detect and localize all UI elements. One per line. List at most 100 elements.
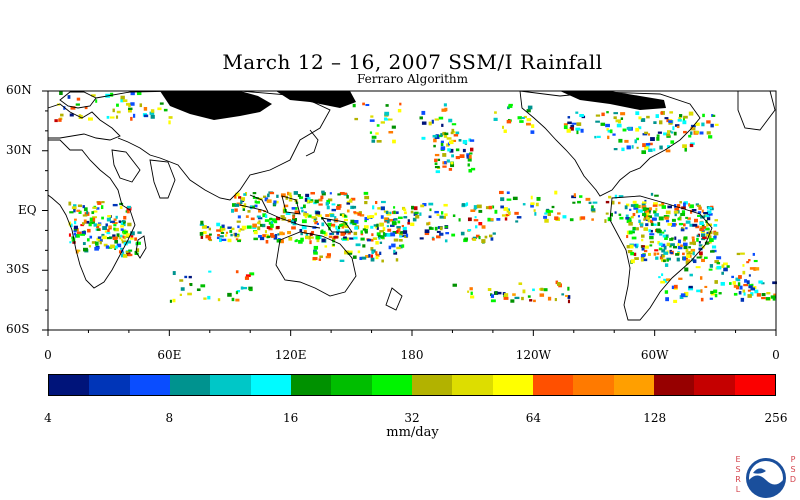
- rain-cell: [201, 225, 207, 229]
- rain-cell: [526, 109, 531, 113]
- rain-cell: [690, 209, 693, 214]
- rain-cell: [467, 290, 470, 293]
- rain-cell: [605, 123, 610, 128]
- rain-cell: [646, 115, 650, 119]
- rain-cell: [699, 276, 703, 280]
- rain-cell: [666, 259, 669, 262]
- rain-cell: [407, 222, 410, 225]
- rain-cell: [683, 223, 686, 227]
- rain-cell: [680, 293, 686, 298]
- rain-cell: [113, 227, 116, 231]
- rain-cell: [325, 255, 331, 259]
- rain-cell: [326, 199, 331, 204]
- rain-cell: [370, 238, 374, 242]
- rain-cell: [397, 216, 403, 220]
- rain-cell: [706, 217, 711, 221]
- rain-cell: [443, 134, 448, 138]
- rain-cell: [650, 137, 655, 142]
- rain-cell: [310, 236, 314, 239]
- rain-cell: [448, 168, 453, 171]
- rain-cell: [242, 208, 246, 211]
- rain-cell: [646, 216, 650, 220]
- rain-cell: [240, 197, 246, 202]
- rain-cell: [704, 285, 708, 288]
- rain-cell: [371, 139, 376, 143]
- rain-cell: [318, 203, 323, 206]
- coastline-japan: [305, 129, 319, 157]
- colorbar-tick-label: 4: [44, 411, 52, 425]
- rain-cell: [364, 228, 368, 233]
- rain-cell: [384, 111, 390, 116]
- rain-cell: [681, 210, 686, 215]
- rain-cell: [143, 106, 148, 111]
- rain-cell: [665, 219, 670, 223]
- rain-cell: [235, 238, 239, 241]
- rain-cell: [128, 249, 133, 252]
- rain-cell: [257, 226, 261, 231]
- rain-cell: [352, 222, 357, 226]
- rain-cell: [661, 273, 664, 277]
- rain-cell: [632, 231, 635, 234]
- rain-cell: [411, 205, 415, 210]
- rain-cell: [733, 292, 738, 296]
- rain-cell: [362, 244, 366, 248]
- rain-cell: [626, 245, 631, 249]
- rain-cell: [653, 121, 657, 125]
- rain-cell: [123, 223, 126, 227]
- rain-cell: [503, 293, 509, 297]
- rain-cell: [487, 217, 491, 222]
- rain-cell: [468, 169, 473, 173]
- rain-cell: [706, 210, 712, 214]
- rain-cell: [266, 226, 271, 230]
- rain-cell: [342, 214, 347, 217]
- rain-cell: [402, 226, 407, 231]
- rain-cell: [672, 126, 675, 131]
- rain-cell: [365, 254, 370, 258]
- rain-cell: [669, 245, 672, 248]
- coastline-north-america: [519, 90, 701, 197]
- rain-cell: [659, 120, 663, 125]
- rain-cell: [120, 247, 123, 250]
- rain-cell: [658, 216, 664, 221]
- rain-cell: [374, 212, 377, 216]
- rain-cell: [101, 216, 104, 220]
- rain-cell: [570, 125, 575, 128]
- rain-cell: [484, 235, 488, 239]
- rain-cell: [632, 226, 636, 231]
- rain-cell: [235, 192, 240, 197]
- rain-cell: [478, 209, 483, 213]
- colorbar-swatch: [492, 375, 533, 395]
- rain-cell: [120, 225, 124, 228]
- rain-cell: [105, 245, 110, 249]
- rain-cell: [428, 215, 432, 219]
- rain-cell: [547, 212, 552, 217]
- rain-cell: [353, 219, 359, 224]
- rain-cell: [112, 236, 118, 240]
- rain-cell: [270, 232, 274, 237]
- rain-cell: [452, 283, 457, 287]
- rain-cell: [369, 119, 375, 122]
- rain-cell: [93, 210, 98, 213]
- rain-cell: [434, 158, 438, 163]
- rain-cell: [576, 130, 579, 135]
- rain-cell: [468, 138, 472, 142]
- rain-cell: [738, 275, 742, 279]
- rain-cell: [673, 210, 679, 214]
- rain-cell: [270, 223, 274, 228]
- rain-cell: [641, 245, 645, 248]
- rain-cell: [279, 231, 284, 236]
- rain-cell: [695, 122, 700, 126]
- rain-cell: [649, 244, 653, 247]
- rain-cell: [321, 190, 325, 194]
- rain-cell: [75, 249, 79, 254]
- rain-cell: [96, 207, 100, 210]
- rain-cell: [544, 212, 548, 215]
- rain-cell: [363, 225, 369, 229]
- rain-cell: [370, 115, 374, 118]
- rain-cell: [609, 129, 613, 134]
- rain-cell: [208, 227, 212, 231]
- rain-cell: [664, 216, 669, 220]
- rain-cell: [469, 152, 473, 155]
- rain-cell: [99, 241, 102, 245]
- rain-cell: [116, 243, 122, 248]
